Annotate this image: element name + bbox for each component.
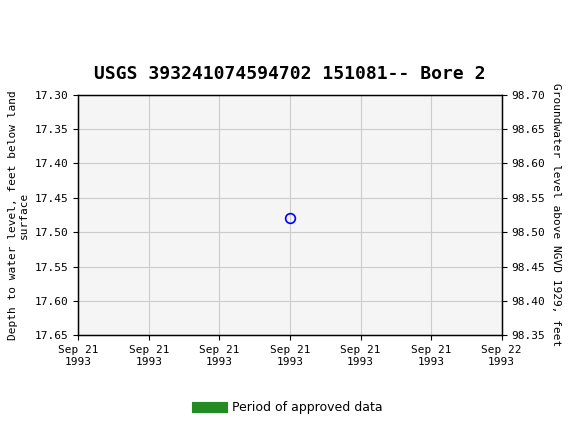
Legend: Period of approved data: Period of approved data [192, 396, 388, 419]
Text: ▒USGS: ▒USGS [9, 14, 67, 36]
Y-axis label: Depth to water level, feet below land
surface: Depth to water level, feet below land su… [8, 90, 29, 340]
Y-axis label: Groundwater level above NGVD 1929, feet: Groundwater level above NGVD 1929, feet [551, 83, 561, 347]
Text: USGS 393241074594702 151081-- Bore 2: USGS 393241074594702 151081-- Bore 2 [94, 65, 486, 83]
